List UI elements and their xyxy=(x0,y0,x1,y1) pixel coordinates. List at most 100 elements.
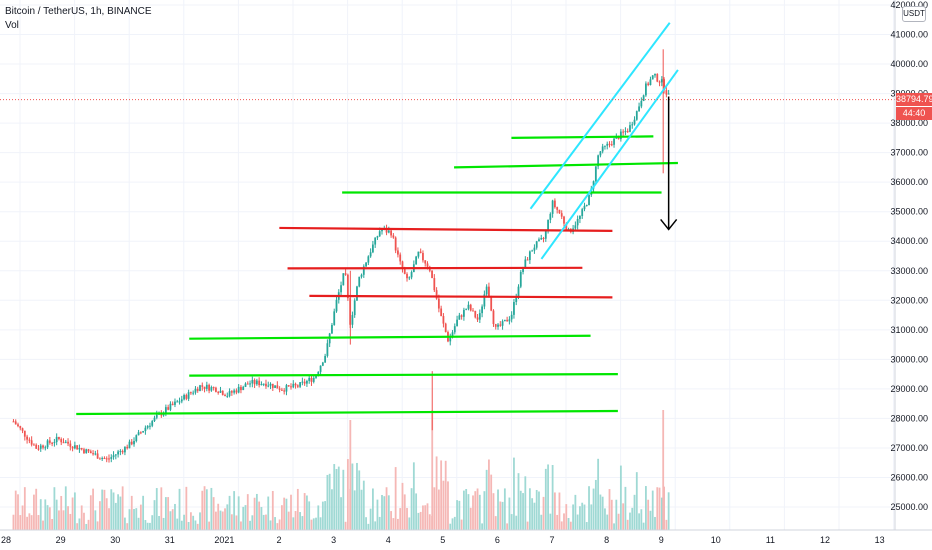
candle-body xyxy=(594,166,597,182)
support-line-3 xyxy=(511,135,654,139)
x-tick-label-4: 2021 xyxy=(214,535,234,545)
candle-body xyxy=(481,306,483,314)
volume-bar xyxy=(53,487,56,530)
y-tick-label-4: 29000.00 xyxy=(890,384,928,394)
candle-body xyxy=(556,207,559,210)
volume-bar xyxy=(601,496,604,530)
candle-body xyxy=(547,219,549,231)
volume-bar xyxy=(249,520,251,530)
volume-bar xyxy=(192,515,195,530)
candle-body xyxy=(510,314,513,320)
volume-bar xyxy=(164,497,167,530)
candle-body xyxy=(321,362,324,366)
currency-button[interactable]: USDT xyxy=(902,6,926,22)
volume-bar xyxy=(467,494,470,530)
price-axis[interactable]: 25000.00 26000.00 27000.00 28000.00 29000.00… xyxy=(890,0,932,550)
volume-bar xyxy=(185,486,188,530)
volume-bar xyxy=(237,496,240,530)
candle-body xyxy=(124,446,126,453)
volume-bar xyxy=(124,517,126,530)
candle-body xyxy=(476,317,479,320)
volume-bar xyxy=(64,486,67,530)
candle-body xyxy=(558,209,561,214)
volume-bar xyxy=(460,519,463,530)
volume-bar xyxy=(276,523,279,530)
x-tick-label-15: 12 xyxy=(820,535,830,545)
volume-bar xyxy=(447,481,449,530)
volume-bar xyxy=(294,511,297,530)
candle-body xyxy=(114,454,117,456)
y-tick-label-12: 37000.00 xyxy=(890,148,928,158)
candle-body xyxy=(344,273,347,275)
x-tick-label-8: 5 xyxy=(440,535,445,545)
volume-bar xyxy=(606,514,609,530)
candle-body xyxy=(199,385,201,391)
volume-bar xyxy=(592,488,595,530)
volume-bar xyxy=(353,490,356,530)
volume-bar xyxy=(356,462,358,530)
volume-bar xyxy=(508,497,511,530)
candle-body xyxy=(371,244,374,253)
candle-body xyxy=(317,371,320,376)
candle-body xyxy=(588,194,590,206)
volume-bar xyxy=(267,496,270,530)
candle-body xyxy=(422,252,424,261)
y-tick-label-0: 25000.00 xyxy=(890,502,928,512)
candle-body xyxy=(180,399,183,402)
candle-body xyxy=(312,377,315,382)
volume-bar xyxy=(290,494,292,530)
volume-bar xyxy=(629,512,631,530)
candle-body xyxy=(608,143,611,145)
candle-body xyxy=(667,93,670,95)
candle-body xyxy=(296,385,299,387)
support-line-4 xyxy=(454,161,678,169)
support-line-8 xyxy=(76,409,618,416)
volume-bar xyxy=(48,507,51,530)
volume-bar xyxy=(315,517,317,530)
candle-body xyxy=(246,383,249,385)
annotations xyxy=(0,96,895,231)
chart-grid xyxy=(0,0,895,530)
volume-bar xyxy=(608,489,611,530)
volume-bar xyxy=(101,489,104,530)
candle-body xyxy=(515,296,518,303)
candle-body xyxy=(478,313,481,320)
candle-body xyxy=(492,310,495,325)
support-line-7 xyxy=(189,373,618,377)
candle-body xyxy=(260,383,263,386)
candle-body xyxy=(622,131,625,133)
candle-body xyxy=(374,237,377,245)
volume-bar xyxy=(358,470,361,530)
volume-bar xyxy=(217,503,220,530)
volume-spike xyxy=(431,410,434,530)
candle-body xyxy=(624,131,627,133)
symbol-title: Bitcoin / TetherUS, 1h, BINANCE xyxy=(5,6,152,17)
volume-bar xyxy=(78,518,81,530)
candle-body xyxy=(85,449,88,454)
candle-body xyxy=(242,386,245,391)
candle-body xyxy=(319,365,322,372)
volume-bar xyxy=(481,523,483,530)
volume-bar xyxy=(28,513,31,530)
volume-indicator-label[interactable]: Vol xyxy=(5,20,19,31)
volume-bar xyxy=(142,495,145,530)
time-axis[interactable]: 28 29 30 31 2021 2 3 4 5 6 7 8 9 10 11 12 13 xyxy=(0,529,932,550)
volume-bar xyxy=(549,513,552,530)
candle-body xyxy=(308,377,311,381)
candle-body xyxy=(333,311,336,325)
volume-bar xyxy=(174,503,176,530)
volume-bar xyxy=(656,487,659,530)
volume-bar xyxy=(544,468,547,530)
candle-body xyxy=(592,181,595,189)
candle-body xyxy=(98,458,101,460)
candle-body xyxy=(176,401,179,403)
resistance-line-2 xyxy=(309,294,613,299)
candle-body xyxy=(626,131,629,133)
volume-bar xyxy=(321,501,324,530)
candle-body xyxy=(146,426,149,428)
x-tick-label-9: 6 xyxy=(495,535,500,545)
candle-body xyxy=(365,262,367,267)
volume-bar xyxy=(23,487,26,530)
volume-bar xyxy=(478,494,481,530)
